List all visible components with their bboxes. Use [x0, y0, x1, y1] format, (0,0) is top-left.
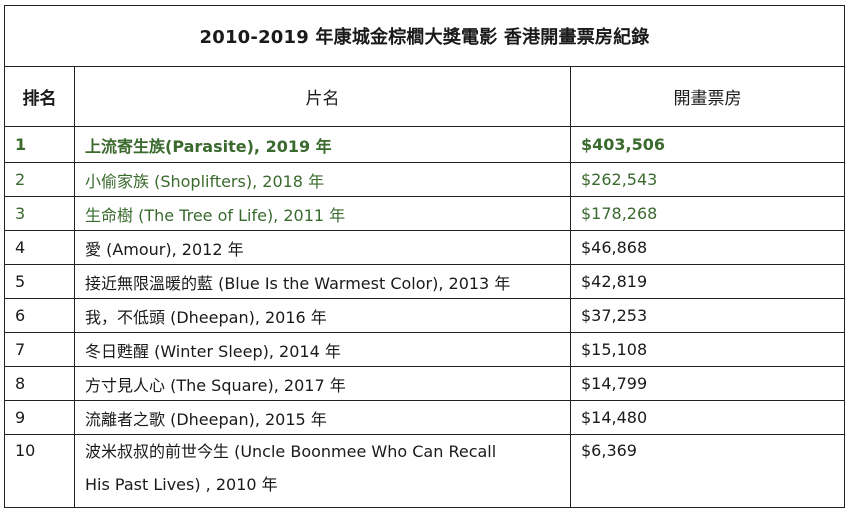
row-rank: 7: [4, 332, 75, 367]
box-office-table: 2010-2019 年康城金棕櫚大獎電影 香港開畫票房紀錄 排名 片名 開畫票房…: [3, 5, 846, 508]
table-row: 5 接近無限溫暖的藍 (Blue Is the Warmest Color), …: [4, 264, 846, 299]
table-row: 10 波米叔叔的前世今生 (Uncle Boonmee Who Can Reca…: [4, 434, 846, 508]
row-rank: 9: [4, 400, 75, 435]
row-rank: 3: [4, 196, 75, 231]
row-box-office: $14,799: [569, 366, 846, 401]
row-film: 生命樹 (The Tree of Life), 2011 年: [74, 196, 571, 231]
table-row: 7 冬日甦醒 (Winter Sleep), 2014 年 $15,108: [4, 332, 846, 367]
table-header-row: 排名 片名 開畫票房: [4, 66, 846, 127]
row-film: 接近無限溫暖的藍 (Blue Is the Warmest Color), 20…: [74, 264, 571, 299]
row-rank: 6: [4, 298, 75, 333]
row-rank: 8: [4, 366, 75, 401]
table-row: 2 小偷家族 (Shoplifters), 2018 年 $262,543: [4, 162, 846, 197]
table-row: 3 生命樹 (The Tree of Life), 2011 年 $178,26…: [4, 196, 846, 231]
row-film: 冬日甦醒 (Winter Sleep), 2014 年: [74, 332, 571, 367]
row-film: 波米叔叔的前世今生 (Uncle Boonmee Who Can Recall …: [74, 434, 571, 508]
row-film: 上流寄生族(Parasite), 2019 年: [74, 126, 571, 163]
row-film-line-1: 波米叔叔的前世今生 (Uncle Boonmee Who Can Recall: [85, 442, 497, 461]
table-row: 1 上流寄生族(Parasite), 2019 年 $403,506: [4, 126, 846, 163]
table-title-row: 2010-2019 年康城金棕櫚大獎電影 香港開畫票房紀錄: [3, 5, 846, 67]
row-film: 小偷家族 (Shoplifters), 2018 年: [74, 162, 571, 197]
table-row: 4 愛 (Amour), 2012 年 $46,868: [4, 230, 846, 265]
table-row: 8 方寸見人心 (The Square), 2017 年 $14,799: [4, 366, 846, 401]
row-box-office: $178,268: [569, 196, 846, 231]
table-row: 9 流離者之歌 (Dheepan), 2015 年 $14,480: [4, 400, 846, 435]
header-box-office: 開畫票房: [569, 66, 846, 127]
row-film: 我，不低頭 (Dheepan), 2016 年: [74, 298, 571, 333]
box-office-table-container: 2010-2019 年康城金棕櫚大獎電影 香港開畫票房紀錄 排名 片名 開畫票房…: [3, 5, 846, 508]
header-rank: 排名: [4, 66, 75, 127]
row-rank: 10: [4, 434, 75, 508]
row-box-office: $14,480: [569, 400, 846, 435]
table-title: 2010-2019 年康城金棕櫚大獎電影 香港開畫票房紀錄: [3, 5, 846, 67]
header-film: 片名: [74, 66, 571, 127]
row-film: 流離者之歌 (Dheepan), 2015 年: [74, 400, 571, 435]
row-box-office: $37,253: [569, 298, 846, 333]
row-rank: 5: [4, 264, 75, 299]
row-film-line-2: His Past Lives) , 2010 年: [85, 475, 278, 494]
row-box-office: $6,369: [569, 434, 846, 508]
row-box-office: $46,868: [569, 230, 846, 265]
row-box-office: $15,108: [569, 332, 846, 367]
table-row: 6 我，不低頭 (Dheepan), 2016 年 $37,253: [4, 298, 846, 333]
row-box-office: $262,543: [569, 162, 846, 197]
row-box-office: $403,506: [569, 126, 846, 163]
row-box-office: $42,819: [569, 264, 846, 299]
row-film: 方寸見人心 (The Square), 2017 年: [74, 366, 571, 401]
row-rank: 1: [4, 126, 75, 163]
row-film: 愛 (Amour), 2012 年: [74, 230, 571, 265]
row-rank: 2: [4, 162, 75, 197]
row-rank: 4: [4, 230, 75, 265]
